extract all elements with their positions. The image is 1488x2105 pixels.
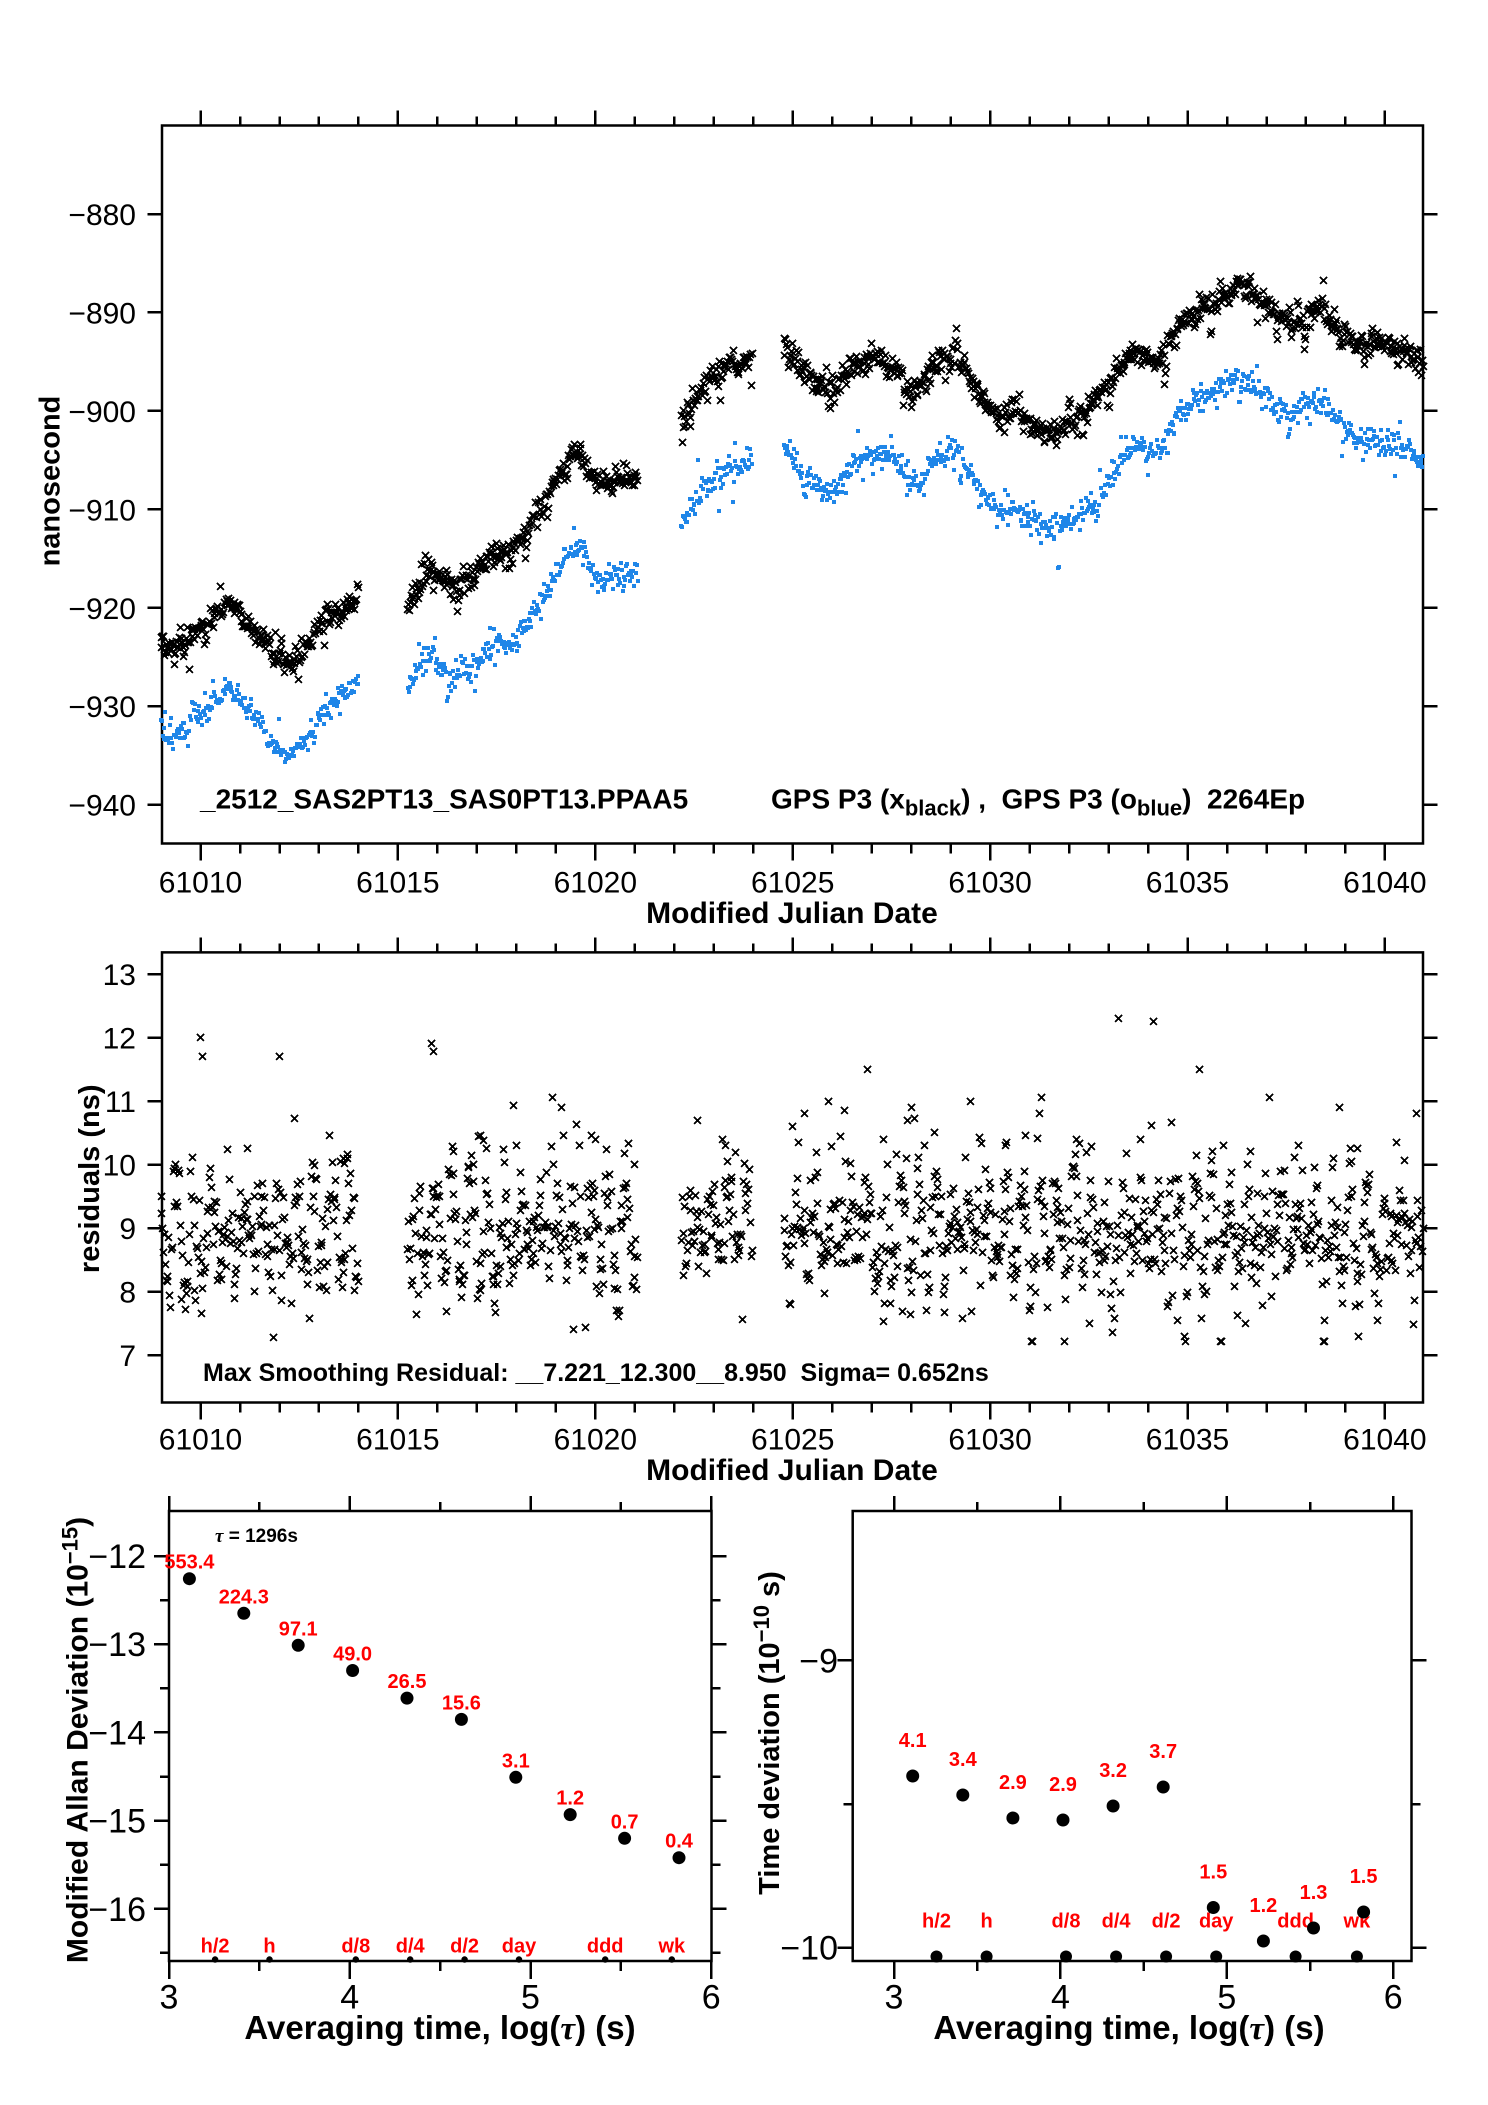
svg-text:49.0: 49.0	[333, 1644, 372, 1666]
svg-text:61020: 61020	[554, 867, 637, 900]
svg-text:Max Smoothing Residual: __7.22: Max Smoothing Residual: __7.221_12.300__…	[203, 1359, 989, 1387]
svg-text:h/2: h/2	[201, 1936, 230, 1958]
svg-text:61010: 61010	[159, 867, 242, 900]
svg-text:residuals (ns): residuals (ns)	[74, 1085, 106, 1274]
svg-text:_2512_SAS2PT13_SAS0PT13.PPAA5: _2512_SAS2PT13_SAS0PT13.PPAA5	[199, 784, 688, 815]
svg-text:5: 5	[521, 1979, 540, 2017]
svg-text:6: 6	[702, 1979, 721, 2017]
svg-text:τ = 1296s: τ = 1296s	[215, 1526, 298, 1547]
svg-text:3.1: 3.1	[502, 1750, 530, 1772]
svg-text:1.5: 1.5	[1199, 1862, 1227, 1884]
svg-text:2.9: 2.9	[1049, 1774, 1077, 1796]
svg-text:ddd: ddd	[587, 1936, 624, 1958]
svg-text:5: 5	[1217, 1979, 1236, 2017]
svg-text:0.4: 0.4	[665, 1831, 694, 1853]
svg-text:−890: −890	[68, 297, 136, 330]
svg-text:1.2: 1.2	[1249, 1895, 1277, 1917]
svg-text:4: 4	[340, 1979, 359, 2017]
svg-text:h/2: h/2	[922, 1911, 951, 1933]
svg-text:224.3: 224.3	[219, 1586, 269, 1608]
svg-text:1.5: 1.5	[1350, 1866, 1378, 1888]
svg-text:Modified Julian Date: Modified Julian Date	[646, 897, 938, 930]
svg-text:61040: 61040	[1343, 1424, 1426, 1457]
svg-text:1.2: 1.2	[556, 1788, 584, 1810]
svg-text:−15: −15	[88, 1803, 146, 1841]
svg-text:d/4: d/4	[396, 1936, 426, 1958]
svg-text:61015: 61015	[356, 1424, 439, 1457]
svg-text:3: 3	[160, 1979, 179, 2017]
svg-text:GPS P3 (xblack) , GPS P3 (obl: GPS P3 (xblack) , GPS P3 (oblue) 2264Ep	[771, 784, 1305, 821]
svg-text:6: 6	[1384, 1979, 1403, 2017]
svg-text:ddd: ddd	[1277, 1911, 1314, 1933]
svg-text:3: 3	[885, 1979, 904, 2017]
svg-text:d/2: d/2	[1152, 1911, 1181, 1933]
svg-text:553.4: 553.4	[164, 1552, 215, 1574]
svg-text:d/8: d/8	[1052, 1911, 1081, 1933]
svg-text:4.1: 4.1	[899, 1730, 927, 1752]
svg-text:9: 9	[119, 1213, 136, 1246]
svg-text:Modified Allan Deviation (10−1: Modified Allan Deviation (10−15)	[58, 1517, 95, 1963]
svg-text:Averaging time, log(τ) (s): Averaging time, log(τ) (s)	[244, 2009, 635, 2047]
svg-text:26.5: 26.5	[388, 1671, 427, 1693]
svg-text:−910: −910	[68, 494, 136, 527]
svg-text:−12: −12	[88, 1538, 146, 1576]
svg-text:4: 4	[1051, 1979, 1070, 2017]
svg-text:97.1: 97.1	[279, 1618, 318, 1640]
svg-text:day: day	[1199, 1911, 1234, 1933]
svg-text:12: 12	[103, 1023, 136, 1056]
svg-text:nanosecond: nanosecond	[34, 396, 66, 567]
svg-text:61040: 61040	[1343, 867, 1426, 900]
svg-text:2.9: 2.9	[999, 1772, 1027, 1794]
svg-text:7: 7	[119, 1340, 136, 1373]
svg-text:61030: 61030	[948, 1424, 1031, 1457]
svg-text:61010: 61010	[159, 1424, 242, 1457]
svg-text:11: 11	[105, 1086, 136, 1119]
svg-text:61020: 61020	[554, 1424, 637, 1457]
svg-text:61015: 61015	[356, 867, 439, 900]
svg-text:−13: −13	[88, 1626, 146, 1664]
svg-text:61035: 61035	[1146, 867, 1229, 900]
svg-text:d/2: d/2	[450, 1936, 479, 1958]
svg-text:13: 13	[103, 959, 136, 992]
svg-text:h: h	[263, 1936, 275, 1958]
svg-text:61025: 61025	[751, 867, 834, 900]
svg-text:61025: 61025	[751, 1424, 834, 1457]
svg-text:d/4: d/4	[1102, 1911, 1132, 1933]
svg-text:3.7: 3.7	[1149, 1741, 1177, 1763]
svg-text:61035: 61035	[1146, 1424, 1229, 1457]
svg-text:−900: −900	[68, 396, 136, 429]
svg-text:15.6: 15.6	[442, 1692, 481, 1714]
svg-text:h: h	[980, 1911, 992, 1933]
svg-text:3.4: 3.4	[949, 1749, 978, 1771]
svg-text:3.2: 3.2	[1099, 1760, 1127, 1782]
svg-text:0.7: 0.7	[611, 1811, 639, 1833]
svg-text:10: 10	[103, 1150, 136, 1183]
svg-text:Modified Julian Date: Modified Julian Date	[646, 1454, 938, 1487]
svg-text:−940: −940	[68, 790, 136, 823]
svg-text:day: day	[502, 1936, 537, 1958]
svg-text:8: 8	[119, 1277, 136, 1310]
svg-text:−10: −10	[780, 1930, 838, 1968]
svg-text:−9: −9	[799, 1642, 838, 1680]
svg-text:61030: 61030	[948, 867, 1031, 900]
svg-text:1.3: 1.3	[1300, 1882, 1328, 1904]
svg-text:−14: −14	[88, 1714, 146, 1752]
svg-text:−16: −16	[88, 1891, 146, 1929]
svg-text:−920: −920	[68, 593, 136, 626]
svg-text:−880: −880	[68, 199, 136, 232]
svg-text:−930: −930	[68, 691, 136, 724]
svg-text:Averaging time, log(τ) (s): Averaging time, log(τ) (s)	[933, 2009, 1324, 2047]
svg-text:d/8: d/8	[341, 1936, 370, 1958]
svg-text:wk: wk	[657, 1936, 686, 1958]
